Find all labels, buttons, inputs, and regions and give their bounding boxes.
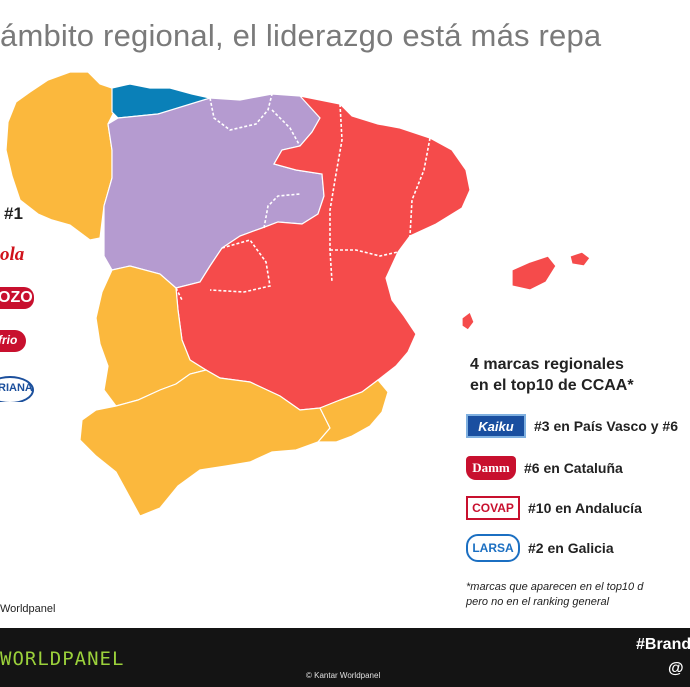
pozo-logo-text: OZO: [0, 289, 33, 306]
twitter-handle: @: [668, 660, 684, 677]
legend-item-kaiku: Kaiku #3 en País Vasco y #6: [466, 414, 678, 438]
damm-logo: Damm: [466, 456, 516, 480]
footnote-line-2: pero no en el ranking general: [466, 596, 610, 608]
legend-title-line-2: en el top10 de CCAA*: [470, 377, 634, 394]
region-borders: [175, 93, 431, 301]
slide-title: ámbito regional, el liderazgo está más r…: [0, 18, 602, 53]
asturiana-logo-text: RIANA: [0, 382, 33, 394]
legend-title: 4 marcas regionales en el top10 de CCAA*: [470, 354, 634, 396]
covap-logo: COVAP: [466, 496, 520, 520]
source-label: Worldpanel: [0, 603, 56, 615]
campofrio-logo: frio: [0, 326, 34, 354]
legend-item-label: #6 en Cataluña: [524, 460, 623, 476]
legend-item-label: #10 en Andalucía: [528, 500, 642, 516]
region-murcia: [316, 379, 389, 443]
legend-item-larsa: LARSA #2 en Galicia: [466, 534, 614, 562]
larsa-logo: LARSA: [466, 534, 520, 562]
rank-heading: #1: [4, 204, 23, 223]
kaiku-logo: Kaiku: [466, 414, 526, 438]
legend-item-label: #3 en País Vasco y #6: [534, 418, 678, 434]
coca-cola-logo-text: ola: [0, 244, 25, 265]
coca-cola-logo: ola: [0, 244, 34, 268]
region-baleares-mallorca: [511, 255, 557, 291]
footer-bar: WORLDPANEL © Kantar Worldpanel #Brand @: [0, 628, 690, 687]
campofrio-logo-text: frio: [0, 333, 18, 347]
legend-item-label: #2 en Galicia: [528, 540, 614, 556]
worldpanel-logo: WORLDPANEL: [0, 648, 125, 670]
hashtag-text: #Brand: [636, 636, 690, 653]
spain-regions-map: [5, 71, 591, 517]
copyright-text: © Kantar Worldpanel: [306, 671, 381, 680]
legend-footnote: *marcas que aparecen en el top10 d pero …: [466, 580, 643, 610]
legend-item-covap: COVAP #10 en Andalucía: [466, 496, 642, 520]
region-baleares-ibiza: [461, 311, 475, 331]
legend-item-damm: Damm #6 en Cataluña: [466, 456, 623, 480]
asturiana-logo: RIANA: [0, 374, 34, 402]
region-andalucia: [79, 369, 331, 517]
legend-title-line-1: 4 marcas regionales: [470, 356, 624, 373]
footnote-line-1: *marcas que aparecen en el top10 d: [466, 581, 644, 593]
region-baleares-menorca: [569, 251, 591, 267]
pozo-logo: OZO: [0, 287, 34, 309]
